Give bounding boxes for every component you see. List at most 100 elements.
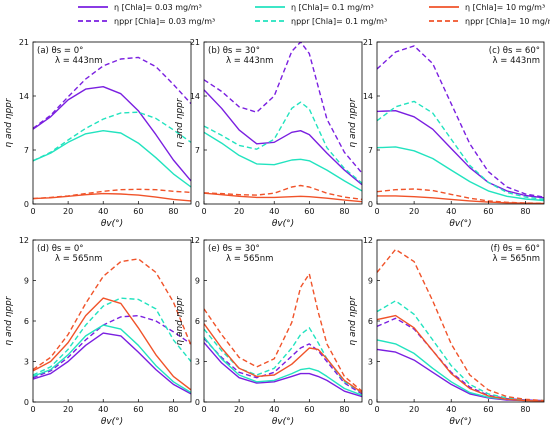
x-tick-label: 80 xyxy=(520,405,530,414)
y-tick-label: 0 xyxy=(24,200,29,209)
x-tick-label: 80 xyxy=(339,405,349,414)
series-line xyxy=(204,192,362,203)
series-line xyxy=(204,184,362,201)
y-tick-label: 7 xyxy=(24,146,29,155)
chart-panel: 0 20 40 60 80 0 3 6 9 12 θv(°) η and ηppr (e) θs = 3… xyxy=(175,236,363,427)
panel-wavelength: λ = 443nm xyxy=(493,56,540,66)
y-tick-label: 14 xyxy=(190,92,200,101)
y-tick-label: 9 xyxy=(195,277,200,286)
chart-panel: 0 20 40 60 80 0 7 14 21 θv(°) η and ηppr (b) θs = 3… xyxy=(175,38,363,229)
y-tick-label: 9 xyxy=(368,277,373,286)
panel-annotation: (b) θs = 30° xyxy=(208,46,260,56)
series-line xyxy=(33,258,191,371)
y-tick-label: 0 xyxy=(195,398,200,407)
series-line xyxy=(33,192,191,202)
x-tick-label: 60 xyxy=(304,207,314,216)
plot-frame xyxy=(203,41,363,205)
series-line xyxy=(377,300,544,402)
x-tick-label: 60 xyxy=(304,405,314,414)
x-tick-label: 20 xyxy=(63,405,73,414)
y-axis-label: η and ηppr xyxy=(348,295,358,345)
panel-wavelength: λ = 565nm xyxy=(493,254,540,264)
x-axis-label: θv(°) xyxy=(449,219,471,229)
y-tick-label: 3 xyxy=(195,358,200,367)
series-line xyxy=(33,56,191,129)
series-line xyxy=(377,100,544,201)
panel-wavelength: λ = 565nm xyxy=(226,254,273,264)
series-line xyxy=(377,146,544,202)
x-tick-label: 40 xyxy=(269,405,279,414)
x-tick-label: 40 xyxy=(98,207,108,216)
series-line xyxy=(377,195,544,204)
x-tick-label: 20 xyxy=(409,207,419,216)
y-tick-label: 14 xyxy=(363,92,373,101)
y-tick-label: 6 xyxy=(24,317,29,326)
y-tick-label: 3 xyxy=(368,358,373,367)
x-tick-label: 0 xyxy=(374,207,379,216)
panel-annotation: (c) θs = 60° xyxy=(489,46,540,56)
x-tick-label: 0 xyxy=(201,207,206,216)
x-tick-label: 80 xyxy=(168,207,178,216)
panel-wavelength: λ = 443nm xyxy=(55,56,102,66)
series-line xyxy=(204,131,362,192)
legend-label: η [Chla]= 0.1 mg/m³ xyxy=(291,3,374,12)
series-line xyxy=(204,42,362,174)
x-tick-label: 40 xyxy=(98,405,108,414)
series-line xyxy=(377,339,544,402)
x-tick-label: 60 xyxy=(483,207,493,216)
x-tick-label: 80 xyxy=(339,207,349,216)
y-tick-label: 6 xyxy=(368,317,373,326)
panel-annotation: (a) θs = 0° xyxy=(37,46,83,56)
y-axis-label: η and ηppr xyxy=(4,97,14,147)
legend-label: ηppr [Chla]= 0.03 mg/m³ xyxy=(114,17,215,26)
series-line xyxy=(33,324,191,394)
panel-wavelength: λ = 443nm xyxy=(226,56,273,66)
y-tick-label: 21 xyxy=(19,38,29,47)
series-line xyxy=(33,188,191,200)
y-tick-label: 0 xyxy=(368,200,373,209)
plot-frame xyxy=(32,41,192,205)
x-axis-label: θv(°) xyxy=(272,219,294,229)
plot-frame xyxy=(376,239,545,403)
legend: η [Chla]= 0.03 mg/m³ η [Chla]= 0.1 mg/m³ η… xyxy=(78,3,550,26)
series-line xyxy=(204,89,362,186)
panel-annotation: (d) θs = 0° xyxy=(37,244,84,254)
legend-label: η [Chla]= 10 mg/m³ xyxy=(465,3,545,12)
x-axis-label: θv(°) xyxy=(272,417,294,427)
x-tick-label: 20 xyxy=(234,207,244,216)
chart-panel: 0 20 40 60 80 0 7 14 21 θv(°) η and ηppr (a) θs = 0… xyxy=(4,38,192,229)
series-line xyxy=(377,314,544,402)
x-axis-label: θv(°) xyxy=(449,417,471,427)
series-line xyxy=(377,110,544,199)
y-tick-label: 21 xyxy=(363,38,373,47)
x-tick-label: 0 xyxy=(374,405,379,414)
chart-panel: 0 20 40 60 80 0 3 6 9 12 θv(°) η and ηppr (d) θs = 0… xyxy=(4,236,192,427)
series-line xyxy=(33,86,191,182)
chart-panel: 0 20 40 60 80 0 3 6 9 12 θv(°) η and ηppr (f) θs = 6… xyxy=(348,236,545,427)
panel-wavelength: λ = 565nm xyxy=(55,254,102,264)
series-line xyxy=(33,111,191,162)
x-axis-label: θv(°) xyxy=(101,417,123,427)
y-tick-label: 21 xyxy=(190,38,200,47)
y-axis-label: η and ηppr xyxy=(175,295,185,345)
y-tick-label: 14 xyxy=(19,92,29,101)
y-axis-label: η and ηppr xyxy=(348,97,358,147)
y-tick-label: 12 xyxy=(190,236,200,245)
legend-label: ηppr [Chla]= 10 mg/m³ xyxy=(465,17,550,26)
panel-annotation: (f) θs = 60° xyxy=(490,244,540,254)
x-tick-label: 40 xyxy=(446,405,456,414)
series-line xyxy=(204,338,362,395)
y-tick-label: 9 xyxy=(24,277,29,286)
y-axis-label: η and ηppr xyxy=(4,295,14,345)
chart-panel: 0 20 40 60 80 0 7 14 21 θv(°) η and ηppr (c) θs = 6… xyxy=(348,38,545,229)
series-line xyxy=(377,248,544,402)
legend-label: η [Chla]= 0.03 mg/m³ xyxy=(114,3,202,12)
y-tick-label: 6 xyxy=(195,317,200,326)
x-tick-label: 0 xyxy=(201,405,206,414)
series-line xyxy=(33,314,191,379)
y-tick-label: 7 xyxy=(368,146,373,155)
panel-annotation: (e) θs = 30° xyxy=(208,244,260,254)
x-tick-label: 40 xyxy=(269,207,279,216)
